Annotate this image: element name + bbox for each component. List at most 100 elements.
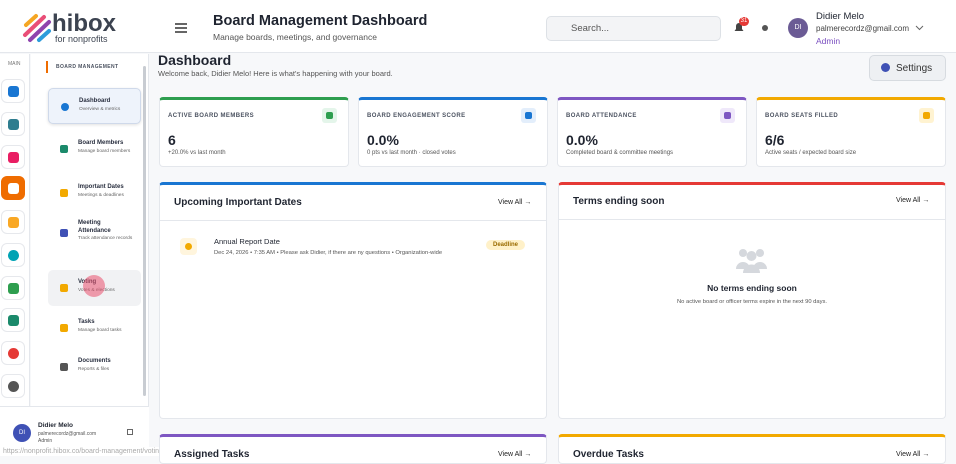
nav-subtitle: Reports & files [78,367,110,372]
footer-avatar: DI [13,424,31,442]
nav-subtitle: Meetings & deadlines [78,193,124,198]
user-email: palmerecordz@gmail.com [816,24,910,33]
rail-network[interactable] [1,276,25,300]
click-indicator [83,275,105,297]
overdue-title: Overdue Tasks [573,449,644,460]
divider [159,220,547,221]
stat-note: 0 pts vs last month · closed votes [367,150,456,156]
notification-badge: 31 [739,17,749,26]
nav-title: Meeting Attendance [78,220,111,234]
stat-value: 6/6 [765,132,785,148]
nav-subtitle: Manage board tasks [78,328,122,333]
rail-board[interactable] [1,176,25,200]
stat-card [159,97,349,167]
rail-org[interactable] [1,112,25,136]
user-role: Admin [816,36,841,46]
dates-view-all[interactable]: View All → [498,199,532,206]
nav-item[interactable]: Tasks Manage board tasks [48,310,141,346]
terms-title: Terms ending soon [573,196,665,207]
rail-label: MAIN [8,61,21,67]
avatar[interactable]: DI [788,18,808,38]
stat-icon [525,112,532,119]
rail-education[interactable] [1,210,25,234]
search-box[interactable]: Search... [546,16,721,41]
nav-item[interactable]: Important Dates Meetings & deadlines [48,175,141,211]
event-tag: Deadline [486,240,526,250]
stat-note: +20.0% vs last month [168,150,226,156]
nav-item[interactable]: Board Members Manage board members [48,131,141,167]
stat-value: 0.0% [566,132,598,148]
nav-item[interactable]: Meeting Attendance Track attendance recor… [48,215,141,251]
section-marker [46,61,48,73]
nav-icon [60,284,68,292]
stat-value: 6 [168,132,176,148]
stat-label: BOARD ENGAGEMENT SCORE [367,113,466,119]
nav-item[interactable]: Documents Reports & files [48,349,141,385]
footer-role: Admin [38,438,53,444]
tasks-view-all[interactable]: View All → [498,451,532,458]
overdue-view-all[interactable]: View All → [896,451,930,458]
terms-view-all[interactable]: View All → [896,197,930,204]
nav-icon [60,363,68,371]
dates-panel [159,182,547,419]
rail-settings[interactable] [1,374,25,398]
nav-icon [60,229,68,237]
theme-toggle[interactable] [762,25,768,31]
empty-icon [736,249,767,273]
stat-card [358,97,548,167]
rail-fundraising[interactable] [1,145,25,169]
event-name: Annual Report Date [214,237,280,246]
nav-title: Tasks [78,319,95,325]
header-subtitle: Manage boards, meetings, and governance [213,32,377,42]
nav-subtitle: Overview & metrics [79,107,121,112]
nav-icon [60,145,68,153]
logo-name: hibox [52,10,116,37]
empty-text: No active board or officer terms expire … [676,299,828,305]
nav-icon [60,189,68,197]
nav-icon [60,324,68,332]
logo-tagline: for nonprofits [55,34,108,44]
logout-icon[interactable] [127,429,133,435]
nav-title: Documents [78,358,111,364]
nav-icon [61,103,69,111]
stat-card [756,97,946,167]
rail-home[interactable] [1,79,25,103]
stat-card [557,97,747,167]
stat-icon [724,112,731,119]
stat-label: BOARD ATTENDANCE [566,113,637,119]
logo-mark [23,14,51,42]
nav-item[interactable]: Dashboard Overview & metrics [48,88,141,124]
empty-title: No terms ending soon [707,283,797,293]
user-name: Didier Melo [816,11,865,22]
dates-title: Upcoming Important Dates [174,197,302,208]
stat-label: BOARD SEATS FILLED [765,113,839,119]
settings-icon [881,63,890,72]
footer-name: Didier Melo [38,422,74,429]
nav-subtitle: Track attendance records [78,236,133,241]
user-menu[interactable] [915,25,924,31]
stat-icon [326,112,333,119]
nav-subtitle: Manage board members [78,149,131,154]
stat-note: Completed board & committee meetings [566,150,674,156]
divider [558,219,946,220]
rail-reports[interactable] [1,341,25,365]
event-details: Dec 24, 2026 • 7:35 AM • Please ask Didi… [214,250,443,256]
sidebar-section: BOARD MANAGEMENT [56,64,119,70]
nav-title: Dashboard [79,98,111,104]
main-title: Dashboard [158,52,232,68]
header [0,0,956,53]
stat-label: ACTIVE BOARD MEMBERS [168,113,255,119]
footer-email: palmerecordz@gmail.com [38,431,97,437]
stat-note: Active seats / expected board size [765,150,857,156]
terms-panel [558,182,946,419]
rail-globe[interactable] [1,243,25,267]
event-icon [185,243,192,250]
rail-people[interactable] [1,308,25,332]
menu-toggle[interactable] [175,23,187,33]
stat-icon [923,112,930,119]
welcome-text: Welcome back, Didier Melo! Here is what'… [158,69,393,78]
status-url: https://nonprofit.hibox.co/board-managem… [0,447,165,456]
scrollbar [143,66,146,396]
nav-title: Board Members [78,140,124,146]
